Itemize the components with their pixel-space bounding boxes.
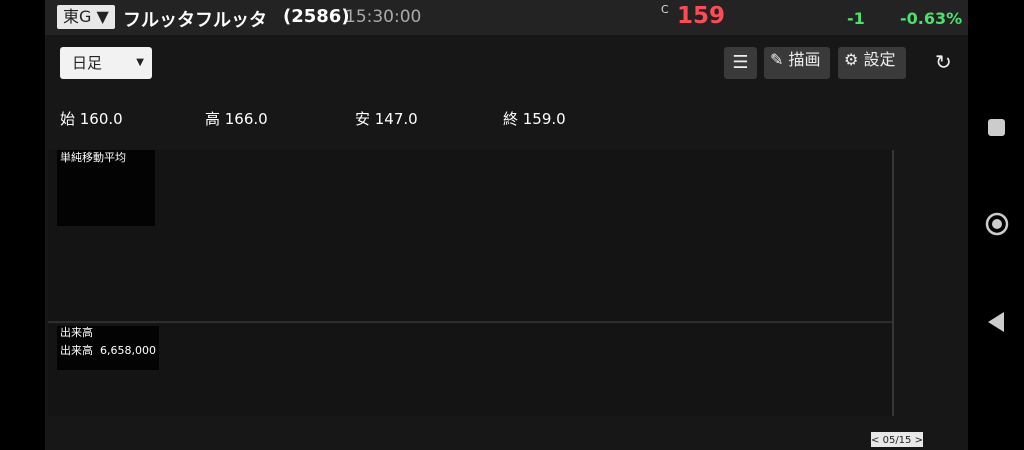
settings-label: 設定 bbox=[863, 50, 896, 69]
ohlc-close: 終 159.0 bbox=[503, 110, 566, 128]
list-button[interactable]: ☰ bbox=[724, 47, 757, 79]
header-bar bbox=[45, 0, 969, 35]
nav-recent[interactable] bbox=[988, 119, 1005, 136]
volume-info-label: 出来高 bbox=[60, 343, 93, 357]
stock-name: フルッタフルッタ bbox=[123, 10, 267, 31]
ohlc-high: 高 166.0 bbox=[205, 110, 268, 128]
panel-title: 単純移動平均 bbox=[60, 150, 126, 164]
volume-panel bbox=[48, 324, 893, 416]
refresh-button[interactable]: ↻ bbox=[935, 50, 952, 74]
volume-info-box bbox=[57, 326, 159, 370]
volume-title: 出来高 bbox=[60, 325, 93, 339]
time: 15:30:00 bbox=[345, 7, 422, 27]
price-tag: C bbox=[661, 3, 669, 16]
market-select[interactable]: 東G ▼ bbox=[57, 5, 115, 29]
settings-button[interactable]: ⚙ 設定 bbox=[838, 47, 906, 79]
period: 日足 bbox=[72, 54, 103, 72]
volume-info-value: 6,658,000 bbox=[100, 344, 156, 357]
change: -1 bbox=[847, 9, 865, 28]
period-select[interactable]: 日足 ▼ bbox=[60, 47, 152, 79]
ma-legend-box bbox=[57, 150, 155, 226]
market: 東G bbox=[63, 7, 92, 26]
date-nav[interactable]: < 05/15 > bbox=[871, 435, 923, 446]
change-pct: -0.63% bbox=[900, 9, 963, 28]
nav-home-dot bbox=[992, 219, 1002, 229]
nav-back[interactable] bbox=[988, 312, 1004, 332]
draw-label: 描画 bbox=[788, 50, 821, 69]
date-nav-box[interactable] bbox=[871, 432, 923, 447]
ohlc-open: 始 160.0 bbox=[60, 110, 123, 128]
nav-home[interactable] bbox=[985, 212, 1009, 236]
stock-code: (2586) bbox=[283, 6, 350, 27]
ohlc-low: 安 147.0 bbox=[355, 110, 418, 128]
price: 159 bbox=[677, 3, 726, 29]
draw-button[interactable]: ✎ 描画 bbox=[764, 47, 830, 79]
price-panel bbox=[48, 150, 893, 322]
